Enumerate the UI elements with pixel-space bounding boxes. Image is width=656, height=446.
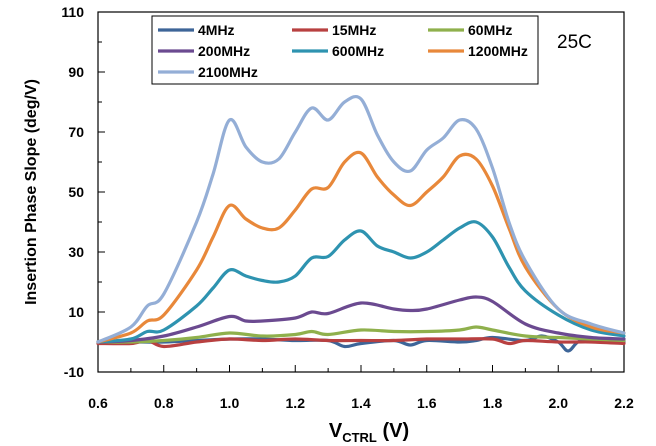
- y-tick-label: 70: [68, 124, 84, 140]
- y-tick-label: 10: [68, 304, 84, 320]
- y-tick-label: -10: [64, 364, 84, 380]
- legend-box: [151, 15, 539, 85]
- x-tick-label: 1.0: [220, 395, 240, 411]
- legend-label: 1200MHz: [468, 43, 528, 59]
- legend-label: 4MHz: [198, 22, 235, 38]
- legend-label: 600MHz: [332, 43, 384, 59]
- y-tick-label: 50: [68, 184, 84, 200]
- x-tick-label: 1.8: [483, 395, 503, 411]
- x-axis-title: VCTRL (V): [329, 420, 409, 445]
- y-tick-label: 110: [61, 4, 84, 20]
- x-tick-label: 1.2: [286, 395, 306, 411]
- series-line-600mhz: [96, 220, 626, 344]
- axes-layer: -10 10 30 50 70 90 110 0.6 0.8 1.0 1.2 1.4 1.6 1.8 2.0…: [61, 4, 634, 411]
- y-axis-title: Insertion Phase Slope (deg/V): [23, 79, 40, 305]
- series-layer: [96, 95, 626, 353]
- legend-label: 2100MHz: [198, 64, 258, 80]
- series-line-1200mhz: [96, 150, 626, 344]
- legend-label: 60MHz: [468, 22, 512, 38]
- x-tick-label: 2.0: [549, 395, 569, 411]
- series-line-15mhz: [96, 337, 626, 349]
- temperature-annotation: 25C: [557, 32, 592, 53]
- y-tick-label: 90: [68, 64, 84, 80]
- y-tick-label: 30: [68, 244, 84, 260]
- x-axis-title-unit: (V): [377, 420, 409, 442]
- legend: 4MHz 15MHz 60MHz 200MHz 600MHz 1200MHz 2100MHz: [151, 15, 539, 85]
- x-tick-label: 1.4: [351, 395, 371, 411]
- x-tick-label: 0.6: [88, 395, 108, 411]
- x-axis-title-subscript: CTRL: [342, 430, 377, 445]
- x-axis-title-main: V: [329, 420, 343, 442]
- legend-label: 200MHz: [198, 43, 250, 59]
- series-line-200mhz: [96, 295, 626, 344]
- x-tick-label: 2.2: [614, 395, 634, 411]
- series-line-60mhz: [96, 325, 626, 344]
- series-line-2100mhz: [96, 95, 626, 344]
- x-tick-label: 1.6: [417, 395, 437, 411]
- x-tick-label: 0.8: [154, 395, 174, 411]
- legend-label: 15MHz: [332, 22, 376, 38]
